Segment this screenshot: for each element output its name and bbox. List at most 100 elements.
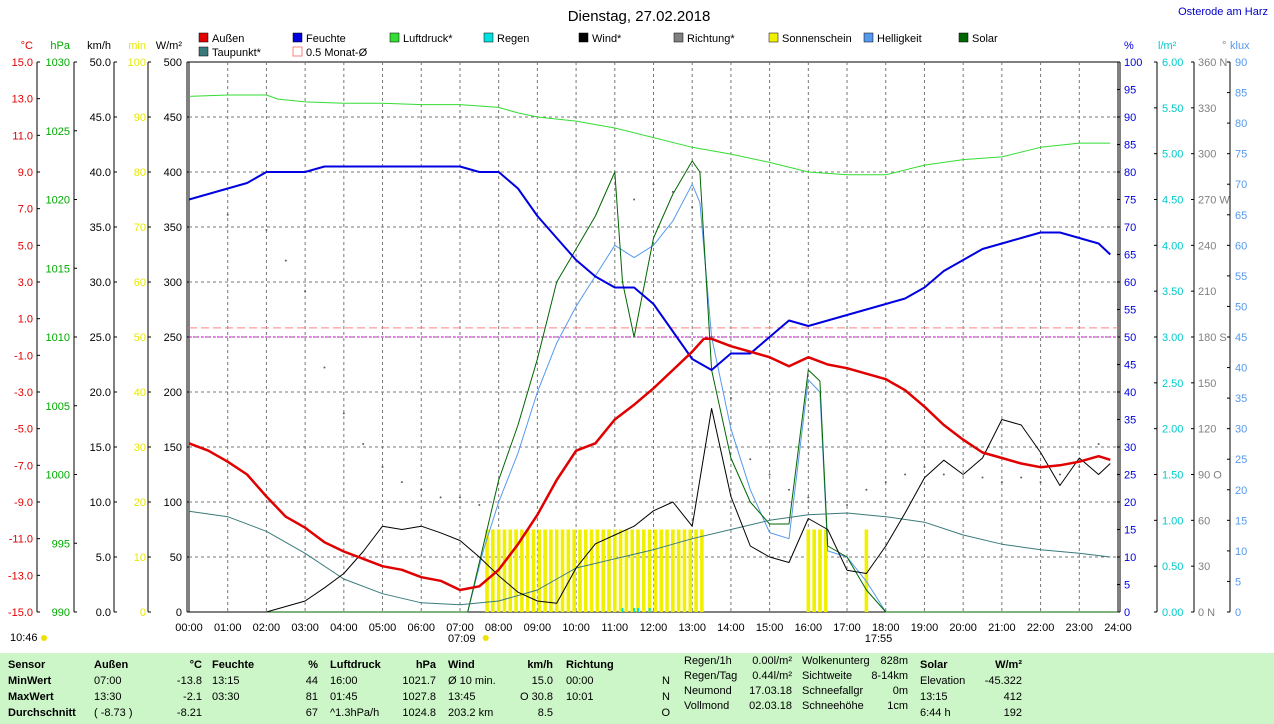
richtung-point (710, 336, 713, 338)
sonnenschein-bar (543, 529, 547, 612)
richtung-point (439, 496, 442, 499)
stats-aussen-title: Außen (94, 659, 129, 671)
legend-label: Helligkeit (877, 33, 922, 45)
right-axis-tick: 65 (1235, 210, 1247, 222)
stats-row-label: MaxWert (8, 691, 54, 703)
stats-cell: 8-14km (871, 670, 908, 682)
left-axis-tick: 20.0 (90, 387, 111, 399)
right-axis-tick: 70 (1235, 179, 1247, 191)
x-axis-tick: 19:00 (911, 622, 939, 634)
x-axis-tick: 22:00 (1027, 622, 1055, 634)
richtung-point (284, 259, 287, 262)
left-axis-tick: 60 (134, 277, 146, 289)
legend-swatch (292, 32, 303, 43)
right-axis-tick: 50 (1124, 332, 1136, 344)
richtung-point (865, 488, 868, 491)
taupunkt-line (188, 510, 1111, 606)
sonnenschein-bar (508, 529, 513, 612)
richtung-point (323, 366, 326, 369)
left-axis-tick: 40 (134, 387, 146, 399)
stats-cell: 1021.7 (402, 675, 436, 687)
aussen-line (188, 337, 1111, 592)
stats-cell: 07:00 (94, 675, 122, 687)
left-axis-tick: 10.0 (90, 497, 111, 509)
stats-feuchte-unit: % (308, 659, 318, 671)
legend-swatch (198, 32, 209, 43)
legend-label: Feuchte (306, 33, 346, 45)
sonnenschein-bar (502, 529, 507, 612)
left-axis-tick: 200 (164, 387, 182, 399)
stats-cell: 8.5 (537, 707, 553, 719)
stats-luftdruck-title: Luftdruck (330, 659, 381, 671)
right-axis-tick: 40 (1124, 387, 1136, 399)
sonnenschein-bar (676, 529, 681, 612)
sonnenschein-bar (531, 529, 536, 612)
legend-swatch (292, 46, 303, 57)
stats-wind-title: Wind (448, 659, 475, 671)
right-axis-tick: 0.00 (1162, 607, 1183, 619)
x-axis-tick: 12:00 (640, 622, 668, 634)
stats-solar-unit: W/m² (995, 659, 1022, 671)
right-axis-tick: 30 (1198, 561, 1210, 573)
left-axis-tick: 0.0 (96, 607, 111, 619)
legend-label: Taupunkt* (212, 47, 262, 59)
richtung-point (942, 473, 945, 476)
richtung-point (1058, 473, 1061, 476)
stats-cell: 13:15 (212, 675, 240, 687)
right-axis-tick: 45 (1235, 332, 1247, 344)
right-axis-tick: 10 (1235, 546, 1247, 558)
stats-wolken-col: Wolkenunterg 828m Sichtweite 8-14km Schnee… (802, 654, 908, 714)
stats-cell: ^1.3hPa/h (330, 707, 380, 719)
stats-cell: Vollmond (684, 700, 730, 712)
richtung-point (749, 458, 752, 461)
legend-label: Richtung* (687, 33, 735, 45)
right-axis-tick: 60 (1235, 240, 1247, 252)
stats-row-label: Durchschnitt (8, 707, 76, 719)
x-axis-tick: 10:00 (562, 622, 590, 634)
stats-cell: Neumond (684, 685, 732, 697)
sonnenschein-bar (659, 529, 664, 612)
stats-solar-title: Solar (920, 659, 948, 671)
left-axis-tick: 400 (164, 167, 182, 179)
left-axis-tick: 30.0 (90, 277, 111, 289)
right-axis-tick: 210 (1198, 286, 1216, 298)
x-axis-tick: 06:00 (407, 622, 435, 634)
legend-label: Sonnenschein (782, 33, 852, 45)
stats-feuchte-title: Feuchte (212, 659, 255, 671)
legend: Außen Taupunkt* Feuchte 0.5 Monat-Ø Luftdruc… (198, 32, 998, 59)
x-axis-tick: 01:00 (214, 622, 242, 634)
sonnenschein-bar (806, 529, 811, 612)
stats-cell: Sichtweite (802, 670, 853, 682)
left-axis-tick: 350 (164, 222, 182, 234)
stats-cell: 6:44 h (920, 707, 951, 719)
sonnenschein-bar (647, 529, 652, 612)
right-axis-tick: 0 N (1198, 607, 1215, 619)
left-axis-tick: -1.0 (14, 350, 33, 362)
sonnenschein-bar (864, 529, 869, 612)
stats-cell: Schneefallgr (802, 685, 864, 697)
sonnenschein-bar (578, 529, 582, 612)
stats-cell: 1cm (887, 700, 908, 712)
sonnenschein-bar (694, 529, 698, 612)
richtung-point (691, 206, 694, 209)
left-axes: °C 15.0 13.0 11.0 9.0 7.0 5.0 3.0 1.0 -1.0 -3.0 -5.… (8, 40, 190, 619)
legend-swatch (578, 32, 589, 43)
left-axis-tick: 40.0 (90, 167, 111, 179)
left-axis-tick: -5.0 (14, 424, 33, 436)
solar-line (189, 160, 1118, 613)
right-axis-unit: % (1124, 40, 1134, 52)
left-axis-tick: 995 (52, 538, 70, 550)
left-axis-tick: 1020 (46, 195, 70, 207)
right-axis-tick: 360 N (1198, 57, 1227, 69)
stats-cell: O 30.8 (519, 691, 553, 703)
left-axis-tick: 50.0 (90, 57, 111, 69)
x-axis-tick: 17:00 (833, 622, 861, 634)
stats-cell: N (662, 675, 670, 687)
stats-cell: 01:45 (330, 691, 358, 703)
richtung-point (381, 465, 384, 468)
left-axis-tick: 70 (134, 222, 146, 234)
richtung-point (1097, 442, 1100, 445)
richtung-point (807, 496, 810, 499)
right-axis-tick: 4.50 (1162, 195, 1183, 207)
stats-luftdruck-unit: hPa (415, 659, 436, 671)
